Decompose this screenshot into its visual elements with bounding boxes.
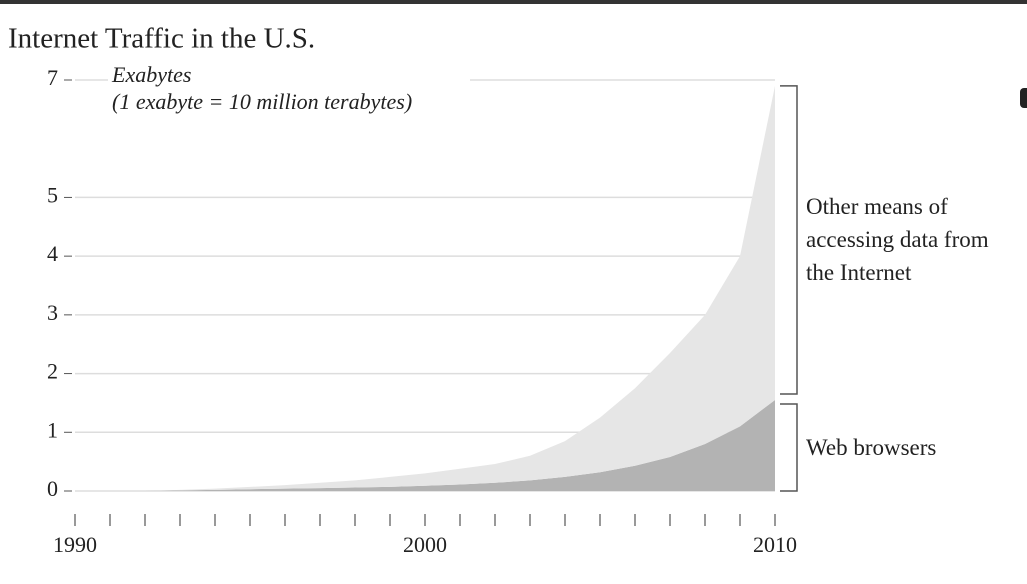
x-tick-label: 1990 xyxy=(53,532,97,557)
y-tick-label: 0 xyxy=(47,476,58,501)
bracket xyxy=(780,403,798,492)
annotation: Exabytes xyxy=(111,62,191,87)
y-tick-label: 3 xyxy=(47,300,58,325)
x-tick-label: 2000 xyxy=(403,532,447,557)
y-tick-label: 7 xyxy=(47,65,58,90)
bracket xyxy=(780,85,798,395)
y-tick-label: 4 xyxy=(47,241,58,266)
window-handle xyxy=(1020,88,1027,108)
y-tick-label: 5 xyxy=(47,182,58,207)
top-border xyxy=(0,0,1027,4)
annotation-backdrop xyxy=(108,62,470,122)
axes: 0 1 2 3 4 5 7 1990 2000 2010 xyxy=(47,65,798,557)
chart-title: Internet Traffic in the U.S. xyxy=(8,23,315,55)
y-tick-label: 2 xyxy=(47,359,58,384)
legend-entry: Web browsers xyxy=(806,434,937,460)
area xyxy=(75,399,775,491)
area xyxy=(75,85,775,491)
areas xyxy=(75,85,775,491)
x-tick-label: 2010 xyxy=(753,532,797,557)
annotation: (1 exabyte = 10 million terabytes) xyxy=(112,89,412,114)
y-tick-label: 1 xyxy=(47,417,58,442)
legend-entry: Other means of accessing data from the I… xyxy=(806,194,989,286)
